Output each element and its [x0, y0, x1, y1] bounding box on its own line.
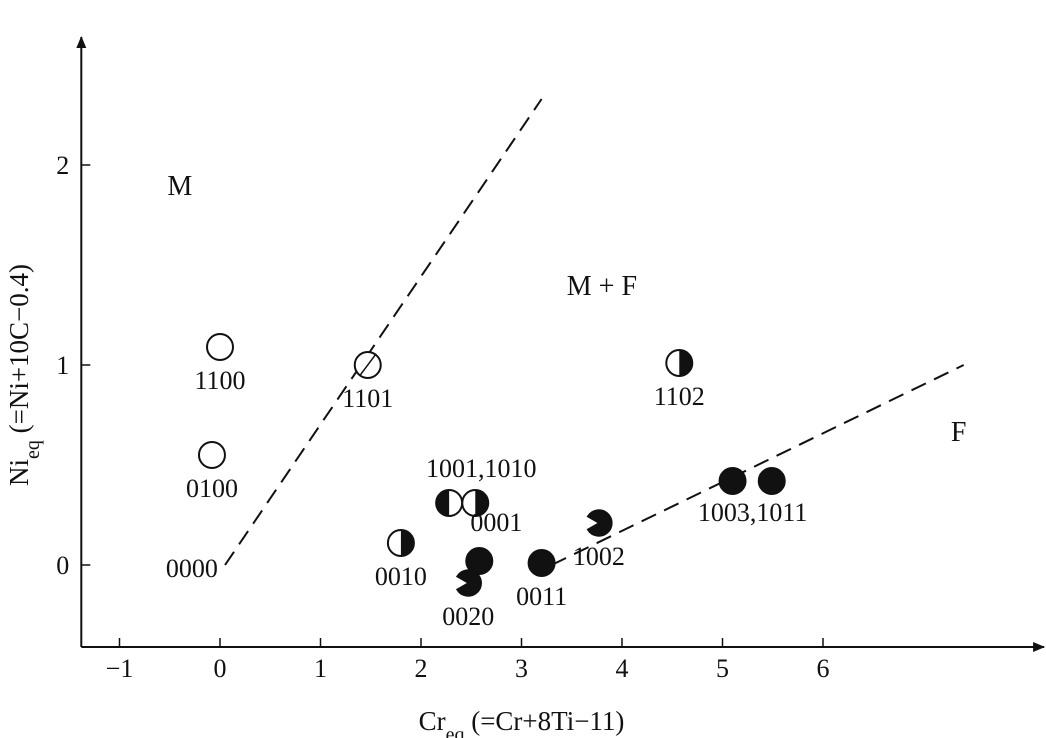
- data-point: [386, 529, 415, 557]
- data-point: [455, 569, 482, 597]
- point-marker: [206, 333, 234, 361]
- data-point: [527, 549, 556, 577]
- data-points: [197, 333, 786, 597]
- x-tick-label: 2: [415, 654, 428, 683]
- x-tick-label: 6: [817, 654, 830, 683]
- point-marker: [757, 467, 786, 495]
- point-label: 1102: [654, 382, 705, 411]
- y-tick-label: 2: [56, 151, 69, 180]
- point-label: 0020: [442, 602, 494, 631]
- region-label: M + F: [567, 271, 637, 302]
- x-tick-label: 1: [314, 654, 327, 683]
- data-point: [757, 467, 786, 495]
- data-point: [435, 489, 464, 517]
- x-tick-label: 3: [515, 654, 528, 683]
- point-label: 0100: [186, 474, 238, 503]
- x-tick-label: 0: [214, 654, 227, 683]
- y-axis-title: Nieq (=Ni+10C−0.4): [4, 264, 44, 486]
- annotation-label: 1003,1011: [698, 498, 808, 527]
- boundary-line: [224, 98, 543, 566]
- data-point: [465, 547, 494, 575]
- data-point: [353, 351, 382, 379]
- point-marker: [586, 509, 613, 537]
- region-label: F: [951, 417, 967, 448]
- data-point: [197, 441, 226, 469]
- point-half-fill: [679, 350, 693, 376]
- x-tick-label: 4: [616, 654, 629, 683]
- annotation-label: 0000: [166, 554, 218, 583]
- point-slash: [359, 354, 377, 376]
- y-tick-label: 1: [56, 351, 69, 380]
- region-label: M: [167, 171, 192, 202]
- x-axis-title: Creq (=Cr+8Ti−11): [419, 706, 625, 738]
- x-tick-label: −1: [106, 654, 134, 683]
- data-point: [718, 467, 747, 495]
- point-half-fill: [436, 490, 450, 517]
- data-point: [665, 349, 694, 377]
- point-half-fill: [400, 530, 414, 556]
- point-marker: [718, 467, 747, 495]
- point-marker: [455, 569, 482, 597]
- data-point: [206, 333, 234, 361]
- annotation-label: 1001,1010: [426, 454, 537, 483]
- x-tick-label: 5: [716, 654, 729, 683]
- boundary-line: [551, 364, 965, 566]
- axes: −1 0 1 2 3 4 5 6 0 1 2 Creq (=Cr+8Ti−11) Nieq (=Ni+1…: [4, 36, 1046, 738]
- point-label: 0011: [516, 582, 567, 611]
- annotation-label: 0001: [470, 508, 522, 537]
- point-label: 0010: [375, 562, 427, 591]
- boundary-lines: [224, 98, 965, 566]
- data-point: [461, 489, 490, 517]
- point-marker: [197, 441, 226, 469]
- point-marker: [465, 547, 494, 575]
- point-marker: [527, 549, 556, 577]
- point-half-fill: [475, 490, 489, 516]
- point-label: 1100: [194, 366, 245, 395]
- y-tick-label: 0: [56, 551, 69, 580]
- data-point: [586, 509, 613, 537]
- point-label: 1002: [573, 542, 625, 571]
- point-label: 1101: [342, 384, 393, 413]
